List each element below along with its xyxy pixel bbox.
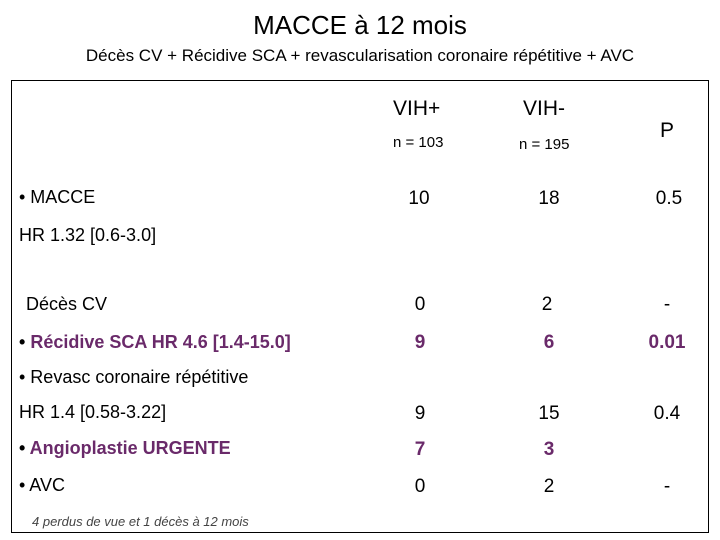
col-header-vih-plus: VIH+ xyxy=(393,97,441,120)
cell-recidive-vih-minus: 6 xyxy=(543,332,555,353)
cell-macce-vih-plus: 10 xyxy=(408,188,430,209)
cell-revasc-vih-minus: 15 xyxy=(538,403,560,424)
cell-avc-vih-minus: 2 xyxy=(543,476,555,497)
cell-recidive-vih-plus: 9 xyxy=(414,332,426,353)
cell-macce-p: 0.5 xyxy=(655,188,683,209)
cell-avc-vih-plus: 0 xyxy=(414,476,426,497)
cell-deces-vih-minus: 2 xyxy=(541,294,553,315)
cell-deces-p: - xyxy=(663,294,671,315)
row-label-angioplastie: • Angioplastie URGENTE xyxy=(19,438,231,459)
row-bullet: • xyxy=(19,332,26,352)
row-label-angioplastie-text: Angioplastie URGENTE xyxy=(29,438,231,458)
cell-angioplastie-vih-minus: 3 xyxy=(543,439,555,460)
row-label-revasc-hr: HR 1.4 [0.58-3.22] xyxy=(19,402,167,422)
row-label-deces-cv: Décès CV xyxy=(26,294,108,314)
col-header-vih-plus-n: n = 103 xyxy=(393,134,444,151)
cell-macce-vih-minus: 18 xyxy=(538,188,560,209)
slide-subtitle: Décès CV + Récidive SCA + revascularisat… xyxy=(85,46,635,65)
col-header-vih-minus-n: n = 195 xyxy=(519,136,570,153)
row-label-macce-hr: HR 1.32 [0.6-3.0] xyxy=(19,225,157,245)
slide-title: MACCE à 12 mois xyxy=(253,10,467,40)
row-label-revasc: • Revasc coronaire répétitive xyxy=(19,367,249,387)
cell-angioplastie-vih-plus: 7 xyxy=(414,439,426,460)
cell-recidive-p: 0.01 xyxy=(648,332,686,353)
row-label-recidive-sca: • Récidive SCA HR 4.6 [1.4-15.0] xyxy=(19,332,291,353)
row-label-macce: • MACCE xyxy=(19,187,96,207)
row-bullet: • xyxy=(19,438,26,458)
row-label-recidive-sca-text: Récidive SCA HR 4.6 [1.4-15.0] xyxy=(30,332,291,352)
cell-revasc-p: 0.4 xyxy=(653,403,681,424)
footnote: 4 perdus de vue et 1 décès à 12 mois xyxy=(32,514,249,529)
cell-avc-p: - xyxy=(663,476,671,497)
col-header-p: P xyxy=(660,119,675,142)
row-label-avc: • AVC xyxy=(19,475,65,495)
col-header-vih-minus: VIH- xyxy=(523,97,565,120)
cell-deces-vih-plus: 0 xyxy=(414,294,426,315)
table-frame xyxy=(11,80,709,533)
cell-revasc-vih-plus: 9 xyxy=(414,403,426,424)
